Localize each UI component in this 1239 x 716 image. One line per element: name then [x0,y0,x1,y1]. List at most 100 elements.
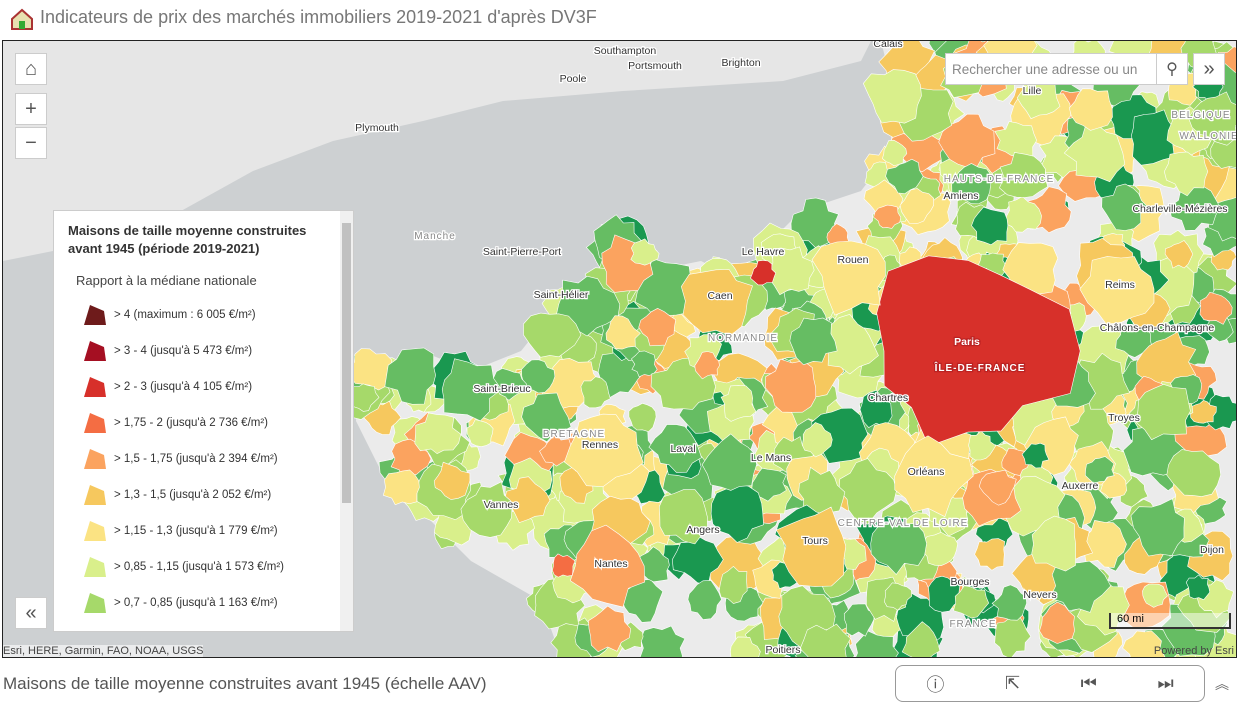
region [862,69,922,124]
region [1135,383,1191,441]
place-label: Troyes [1108,412,1140,424]
region [552,553,576,578]
region [1168,181,1221,231]
legend-swatch [84,485,106,505]
region [901,621,941,657]
place-label: Southampton [594,45,657,57]
place-label: Laval [670,443,695,455]
region [876,255,1081,447]
home-button[interactable]: ⌂ [15,53,47,85]
legend-label: > 3 - 4 (jusqu'à 5 473 €/m²) [114,345,253,357]
region [605,315,641,350]
region [539,433,572,467]
region [521,392,572,443]
zoom-out[interactable]: − [15,127,47,159]
collapse-button[interactable]: ︽ [1215,676,1229,692]
legend-swatch [84,557,106,577]
region [953,585,990,619]
region [1084,456,1115,484]
region [580,376,611,409]
region [974,538,1006,571]
legend-swatch [84,449,106,469]
region [751,467,787,502]
legend-label: > 0,85 - 1,15 (jusqu'à 1 573 €/m²) [114,561,285,573]
region [991,584,1027,621]
place-label: Nantes [594,558,627,570]
region [978,469,1017,506]
legend-item: > 0,85 - 1,15 (jusqu'à 1 573 €/m²) [82,555,284,579]
region [630,238,660,266]
caption: Maisons de taille moyenne construites av… [3,674,487,693]
place-label: Rouen [838,254,869,266]
region [1039,601,1075,644]
region [460,481,513,538]
place-label: BRETAGNE [543,429,605,440]
region [870,517,927,575]
region [789,317,838,366]
region [523,312,582,358]
region [648,424,702,473]
region [1166,449,1222,497]
region [1101,183,1149,231]
place-label: ÎLE-DE-FRANCE [934,361,1026,374]
region [1068,88,1113,131]
map-frame: Calais Southampton Portsmouth Brighton Poole… [2,40,1237,658]
region [720,385,757,422]
region [710,483,764,543]
region [382,469,420,506]
region [801,422,833,458]
scale-bar: 60 mi [1109,613,1231,629]
place-label: BELGIQUE [1171,110,1230,121]
legend: Maisons de taille moyenne construites av… [53,210,354,632]
region [883,582,913,611]
place-label: Orléans [908,466,945,478]
place-label: Amiens [943,190,978,202]
place-label: Calais [873,41,902,50]
app-title: Indicateurs de prix des marchés immobili… [40,7,597,27]
place-label: Nevers [1023,589,1056,601]
place-label: Plymouth [355,122,399,134]
toolbar: ⓘ ⇱ ⏮ ⏭ [895,665,1205,702]
previous-button[interactable]: ⏮ [1080,673,1097,693]
place-label: Tours [802,535,828,547]
legend-subtitle: Rapport à la médiane nationale [76,273,257,288]
region [1185,574,1211,601]
region [855,630,899,657]
legend-swatch [84,413,106,433]
place-label: Manche [414,231,456,242]
legend-title: Maisons de taille moyenne construites [68,223,307,238]
region [441,358,502,422]
place-label: HAUTS-DE-FRANCE [944,174,1055,185]
region [631,350,658,378]
scrollbar[interactable] [340,211,353,631]
legend-title: avant 1945 (période 2019-2021) [68,241,260,256]
region [1130,498,1185,557]
collapse-legend[interactable]: « [15,597,47,629]
expand-panel[interactable]: » [1193,53,1225,85]
place-label: Châlons-en-Champagne [1100,322,1215,334]
place-label: Poole [560,73,587,85]
next-button[interactable]: ⏭ [1157,673,1174,693]
region [687,580,722,620]
region [1188,91,1236,146]
help-button[interactable]: ⓘ [926,674,945,695]
region [885,158,924,195]
search-button[interactable]: ⚲ [1156,53,1188,85]
region [1164,240,1194,269]
share-button[interactable]: ⇱ [1004,673,1021,693]
legend-label: > 0,7 - 0,85 (jusqu'à 1 163 €/m²) [114,597,278,609]
legend-swatch [84,593,106,613]
search-input[interactable]: Rechercher une adresse ou un [945,53,1157,85]
map[interactable]: Calais Southampton Portsmouth Brighton Poole… [3,41,1236,657]
legend-label: > 1,5 - 1,75 (jusqu'à 2 394 €/m²) [114,453,278,465]
region [1079,256,1155,325]
region [994,615,1032,657]
place-label: Auxerre [1062,480,1099,492]
region [1004,196,1042,233]
region [628,402,657,433]
region [775,506,847,587]
zoom-in[interactable]: + [15,93,47,125]
region [938,113,996,168]
app-icon [11,8,33,30]
region [1021,442,1050,469]
